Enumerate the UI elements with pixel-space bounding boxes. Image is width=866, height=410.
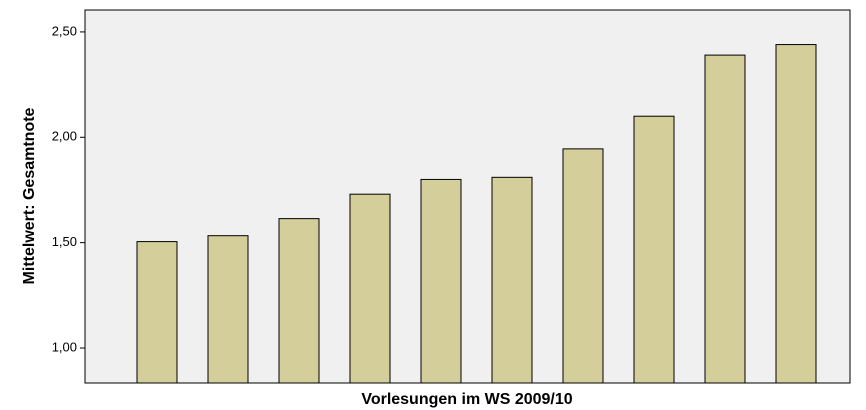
y-tick-label: 1,00 <box>52 339 77 354</box>
bar <box>775 44 817 384</box>
bar <box>562 148 604 384</box>
bar <box>704 54 746 384</box>
bar <box>633 115 675 384</box>
x-axis-label: Vorlesungen im WS 2009/10 <box>361 391 572 408</box>
y-tick-label: 1,50 <box>52 234 77 249</box>
y-tick-label: 2,50 <box>52 23 77 38</box>
bar <box>207 235 249 384</box>
bar <box>278 218 320 384</box>
bar <box>136 241 178 384</box>
y-tick-label: 2,00 <box>52 129 77 144</box>
bar <box>420 178 462 384</box>
bar <box>491 176 533 384</box>
bar <box>349 193 391 384</box>
y-axis-label: Mittelwert: Gesamtnote <box>21 107 38 284</box>
